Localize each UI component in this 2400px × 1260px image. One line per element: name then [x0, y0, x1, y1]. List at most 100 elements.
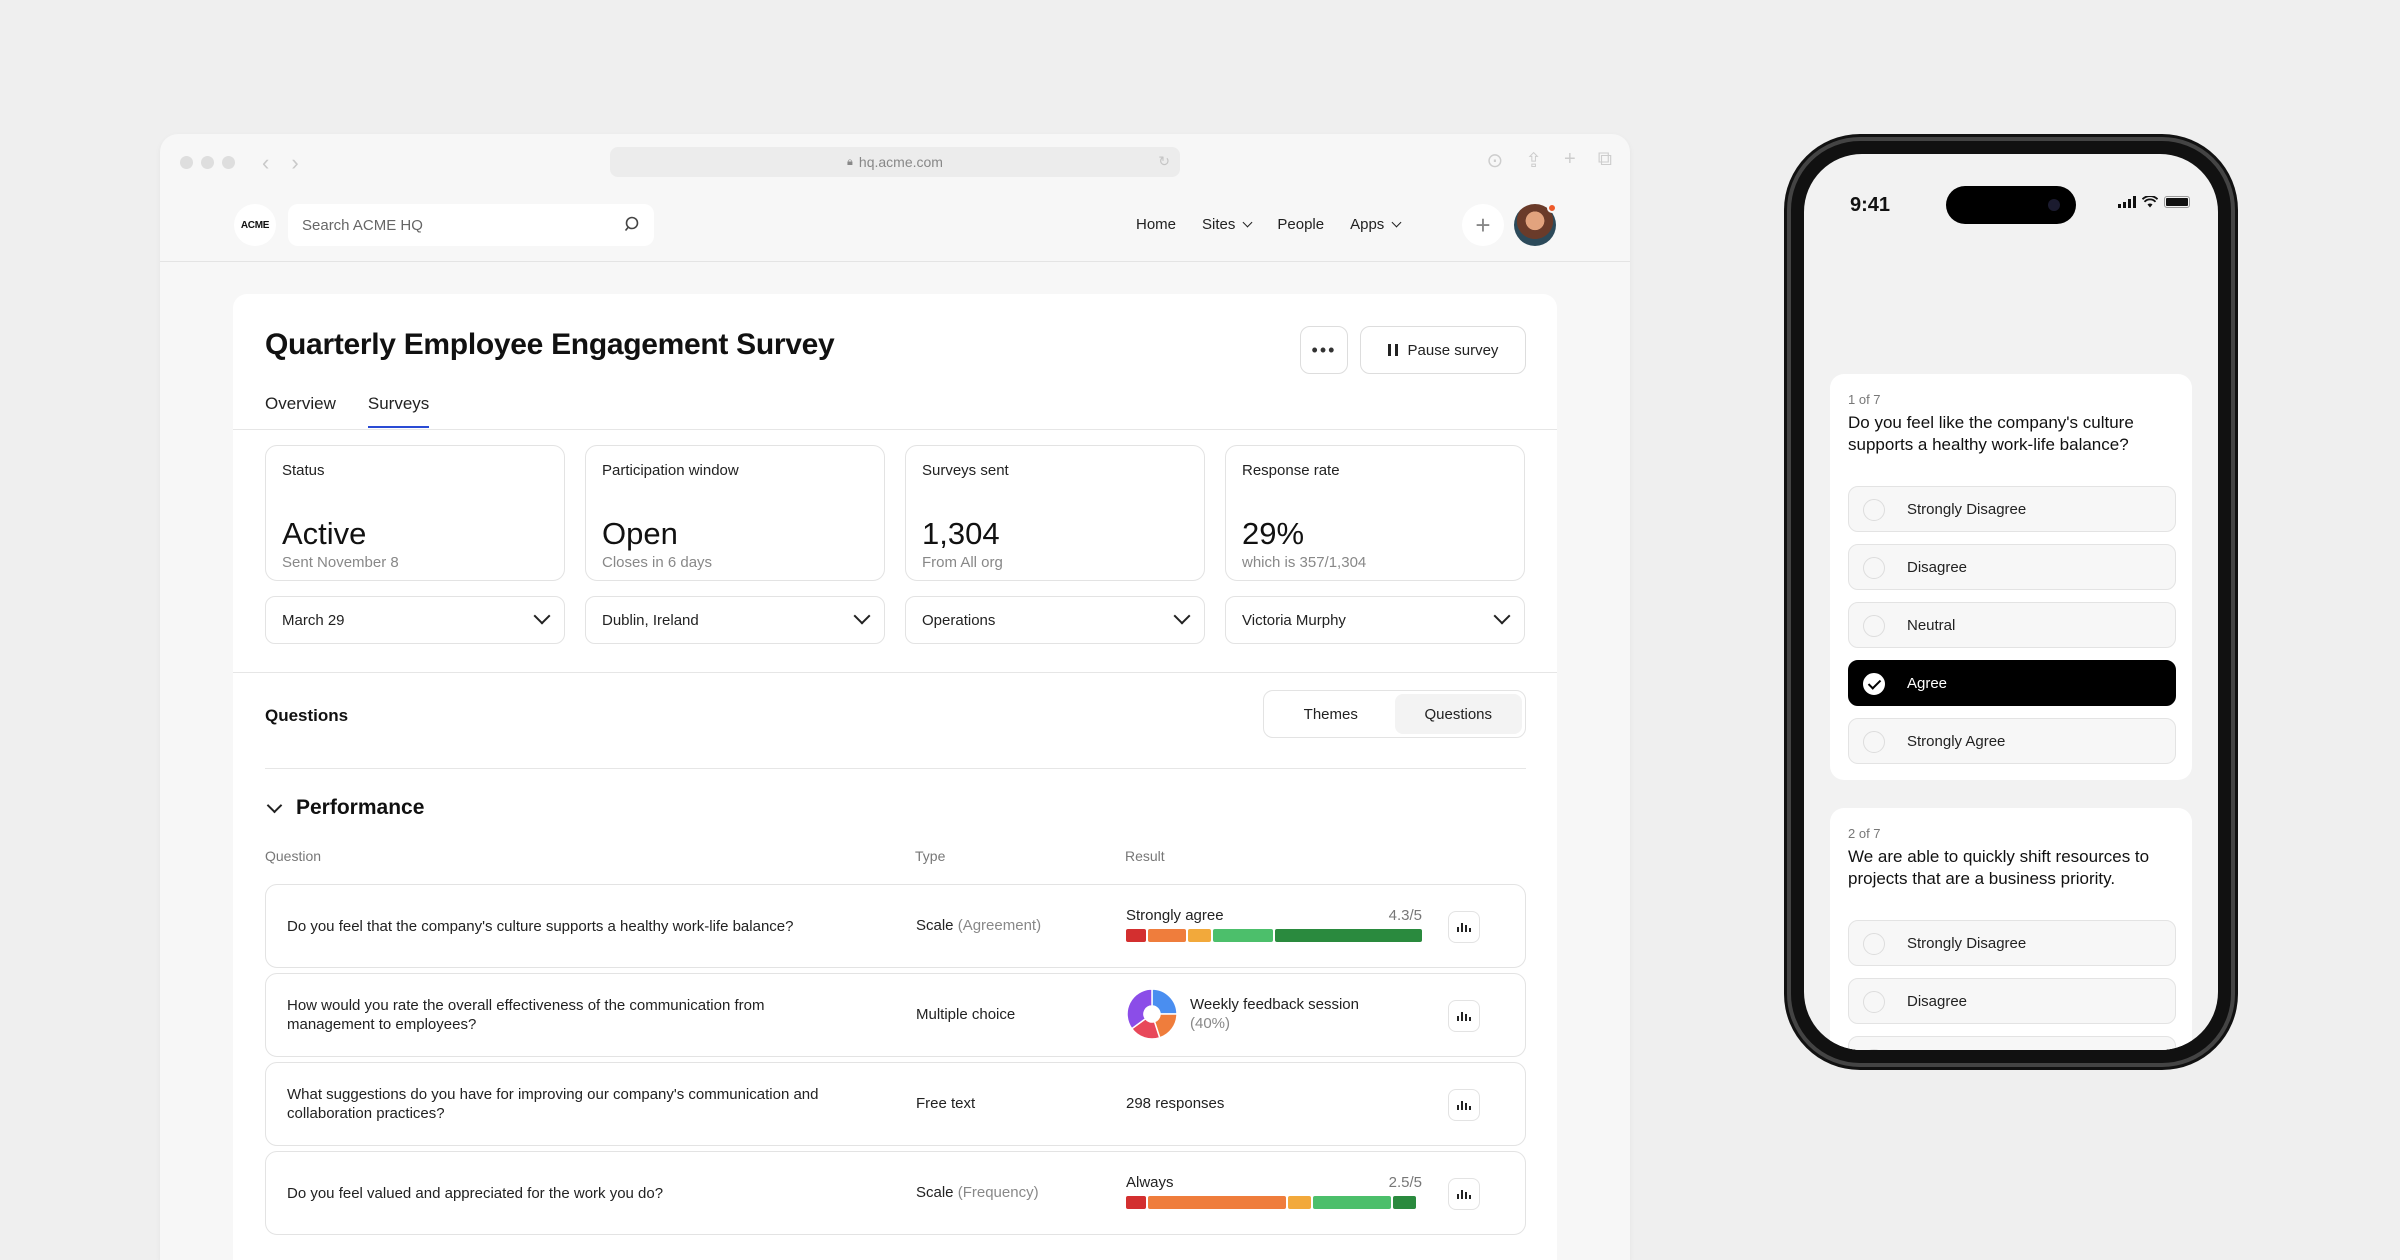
- question-type: Multiple choice: [916, 1006, 1015, 1023]
- filter-dropdown[interactable]: Operations: [905, 596, 1205, 644]
- result-score: 4.3/5: [1388, 907, 1422, 924]
- answer-option[interactable]: Neutral: [1848, 602, 2176, 648]
- search-icon[interactable]: [624, 215, 642, 233]
- bar-chart-icon: [1457, 1190, 1471, 1199]
- back-icon[interactable]: ‹: [262, 150, 270, 175]
- type-label: Multiple choice: [916, 1006, 1016, 1023]
- stat-label: Surveys sent: [922, 462, 1009, 479]
- type-label: Scale: [916, 917, 954, 934]
- view-chart-button[interactable]: [1448, 1000, 1480, 1032]
- browser-window: ‹ › 🔒︎ hq.acme.com ↻ ⊙ ⇪ + ⧉ ACME Search…: [160, 134, 1630, 1260]
- tab-surveys[interactable]: Surveys: [367, 394, 430, 428]
- table-row[interactable]: Do you feel valued and appreciated for t…: [265, 1151, 1526, 1235]
- pause-survey-label: Pause survey: [1407, 341, 1499, 359]
- tab-overview[interactable]: Overview: [265, 394, 336, 413]
- result-summary: Strongly agree 4.3/5: [1126, 907, 1422, 924]
- view-chart-button[interactable]: [1448, 1178, 1480, 1210]
- option-label: Strongly Agree: [1907, 732, 2006, 750]
- more-options-button[interactable]: •••: [1300, 326, 1348, 374]
- table-row[interactable]: Do you feel that the company's culture s…: [265, 884, 1526, 968]
- question-text: Do you feel that the company's culture s…: [287, 918, 794, 935]
- question-type: Free text: [916, 1095, 975, 1112]
- answer-option[interactable]: Strongly Disagree: [1848, 486, 2176, 532]
- result-donut-chart: [1126, 988, 1178, 1040]
- chevron-down-icon: [533, 607, 551, 625]
- question-text: Do you feel like the company's culture s…: [1848, 413, 2134, 454]
- browser-chrome: ‹ › 🔒︎ hq.acme.com ↻ ⊙ ⇪ + ⧉: [160, 134, 1630, 190]
- status-time: 9:41: [1850, 194, 1891, 216]
- column-header-result: Result: [1125, 848, 1165, 864]
- create-button[interactable]: +: [1462, 204, 1504, 246]
- answer-option[interactable]: Agree: [1848, 660, 2176, 706]
- question-text: How would you rate the overall effective…: [287, 997, 765, 1033]
- share-icon[interactable]: ⇪: [1525, 150, 1543, 172]
- close-dot[interactable]: [180, 156, 193, 169]
- url-bar[interactable]: 🔒︎ hq.acme.com ↻: [610, 147, 1180, 177]
- tabs-overview-icon[interactable]: ⧉: [1597, 148, 1612, 170]
- filter-dropdown[interactable]: Victoria Murphy: [1225, 596, 1525, 644]
- user-avatar[interactable]: [1514, 203, 1557, 246]
- radio-icon: [1863, 1049, 1885, 1050]
- signal-icon: [2118, 196, 2136, 208]
- result-label: Weekly feedback session: [1190, 996, 1359, 1013]
- nav-item-people[interactable]: People: [1277, 216, 1324, 233]
- zoom-dot[interactable]: [222, 156, 235, 169]
- filter-dropdown[interactable]: March 29: [265, 596, 565, 644]
- bar-chart-icon: [1457, 1101, 1471, 1110]
- survey-card: Quarterly Employee Engagement Survey •••…: [233, 294, 1557, 1260]
- chevron-down-icon: [1391, 217, 1402, 228]
- view-chart-button[interactable]: [1448, 1089, 1480, 1121]
- view-chart-button[interactable]: [1448, 911, 1480, 943]
- answer-option[interactable]: Disagree: [1848, 544, 2176, 590]
- stat-value: 29%: [1242, 516, 1305, 551]
- nav-label: Apps: [1350, 216, 1385, 233]
- type-detail: (Agreement): [957, 917, 1042, 934]
- radio-icon: [1863, 933, 1885, 955]
- answer-option[interactable]: Neutral: [1848, 1036, 2176, 1050]
- donut-slice: [1151, 988, 1178, 1015]
- result-summary: Always 2.5/5: [1126, 1174, 1422, 1191]
- table-row[interactable]: What suggestions do you have for improvi…: [265, 1062, 1526, 1146]
- check-icon: [1863, 673, 1885, 695]
- question-type: Scale (Agreement): [916, 917, 1041, 934]
- table-row[interactable]: How would you rate the overall effective…: [265, 973, 1526, 1057]
- result-label: 298 responses: [1126, 1095, 1225, 1112]
- filter-dropdown[interactable]: Dublin, Ireland: [585, 596, 885, 644]
- stat-card: Response rate 29% which is 357/1,304: [1225, 445, 1525, 581]
- option-label: Disagree: [1907, 992, 1968, 1010]
- nav-label: Sites: [1202, 216, 1236, 233]
- reload-icon[interactable]: ↻: [1158, 153, 1170, 169]
- column-header-type: Type: [915, 848, 946, 864]
- toggle-questions[interactable]: Questions: [1394, 694, 1522, 734]
- tabs: Overview Surveys: [265, 394, 430, 428]
- radio-icon: [1863, 731, 1885, 753]
- pause-survey-button[interactable]: Pause survey: [1360, 326, 1526, 374]
- answer-option[interactable]: Strongly Agree: [1848, 718, 2176, 764]
- distribution-bar: [1126, 929, 1422, 942]
- toggle-themes[interactable]: Themes: [1303, 705, 1358, 723]
- chevron-down-icon[interactable]: [266, 797, 283, 814]
- minimize-dot[interactable]: [201, 156, 214, 169]
- search-input[interactable]: Search ACME HQ: [288, 204, 654, 246]
- bar-segment: [1148, 929, 1186, 942]
- bar-segment: [1288, 1196, 1312, 1209]
- option-label: Strongly Disagree: [1907, 934, 2027, 952]
- question-text: Do you feel valued and appreciated for t…: [287, 1185, 664, 1202]
- nav-item-home[interactable]: Home: [1136, 216, 1176, 233]
- option-label: Strongly Disagree: [1907, 500, 2027, 518]
- download-icon[interactable]: ⊙: [1486, 150, 1504, 172]
- battery-icon: [2164, 196, 2190, 208]
- column-header-question: Question: [265, 848, 322, 864]
- nav-item-sites[interactable]: Sites: [1202, 216, 1253, 233]
- answer-option[interactable]: Disagree: [1848, 978, 2176, 1024]
- option-label: Disagree: [1907, 558, 1968, 576]
- nav-item-apps[interactable]: Apps: [1350, 216, 1402, 233]
- forward-icon[interactable]: ›: [291, 150, 299, 175]
- section-header-performance[interactable]: Performance: [265, 796, 424, 820]
- bar-chart-icon: [1457, 923, 1471, 932]
- new-tab-icon[interactable]: +: [1564, 148, 1576, 170]
- bar-segment: [1275, 929, 1422, 942]
- divider: [233, 429, 1557, 430]
- answer-option[interactable]: Strongly Disagree: [1848, 920, 2176, 966]
- acme-logo[interactable]: ACME: [234, 204, 276, 246]
